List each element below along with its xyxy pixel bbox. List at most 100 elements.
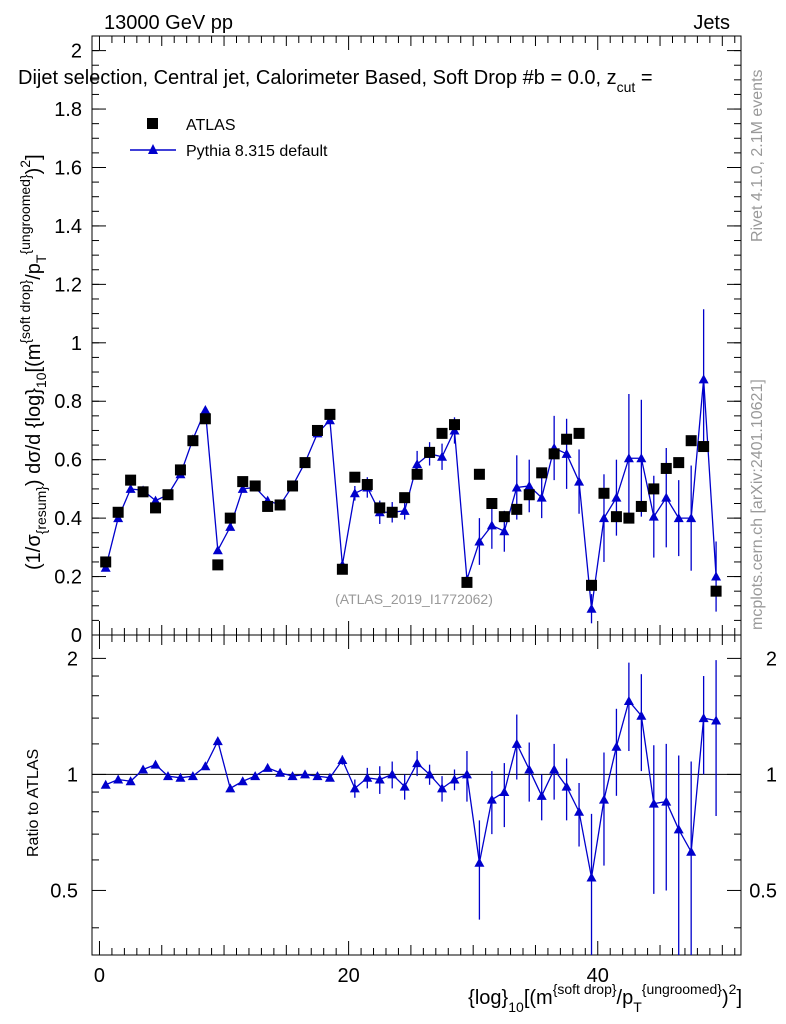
atlas-data-point — [150, 502, 162, 514]
atlas-data-point — [212, 559, 224, 571]
ratio-point — [262, 762, 273, 772]
ratio-point — [150, 759, 161, 769]
atlas-data-point — [436, 427, 448, 439]
mc-point — [561, 448, 572, 458]
atlas-data-point — [112, 506, 124, 518]
ratio-point — [561, 781, 572, 791]
ratio-point — [611, 741, 622, 751]
legend-data-marker — [147, 118, 158, 129]
ratio-point — [349, 783, 360, 793]
ratio-point — [387, 769, 398, 779]
x-tick-label: 20 — [337, 965, 359, 987]
mc-series-line — [105, 379, 717, 609]
plot-title: Dijet selection, Central jet, Calorimete… — [18, 67, 653, 95]
main-y-tick-label: 0.6 — [54, 450, 82, 472]
atlas-data-point — [523, 489, 535, 501]
main-y-tick-label: 0.4 — [54, 508, 82, 530]
mc-point — [225, 521, 236, 531]
atlas-data-point — [199, 413, 211, 425]
ratio-point — [711, 715, 722, 725]
ratio-point — [225, 783, 236, 793]
main-y-tick-label: 1.2 — [54, 274, 82, 296]
mc-point — [686, 513, 697, 523]
atlas-data-point — [249, 480, 261, 492]
atlas-data-point — [386, 506, 398, 518]
mc-point — [437, 451, 448, 461]
ratio-point — [175, 772, 186, 782]
atlas-data-point — [473, 468, 485, 480]
atlas-data-point — [573, 427, 585, 439]
legend-data-label: ATLAS — [186, 117, 236, 134]
atlas-data-point — [324, 408, 336, 420]
plot-title-main: Dijet selection, Central jet, Calorimete… — [18, 67, 617, 89]
atlas-data-point — [287, 480, 299, 492]
main-y-tick-label: 1 — [71, 333, 82, 355]
ratio-point — [300, 769, 311, 779]
atlas-data-point — [424, 446, 436, 458]
ratio-point — [511, 738, 522, 748]
mc-point — [150, 495, 161, 505]
atlas-data-point — [610, 511, 622, 523]
atlas-data-point — [374, 502, 386, 514]
mc-point — [524, 480, 535, 490]
atlas-data-point — [399, 492, 411, 504]
atlas-data-point — [548, 448, 560, 460]
atlas-data-point — [274, 499, 286, 511]
ratio-point — [250, 771, 261, 781]
x-axis-label: {log}10[(m{soft drop}/pT{ungroomed})2] — [468, 981, 742, 1015]
atlas-data-point — [536, 467, 548, 479]
ratio-point — [424, 769, 435, 779]
ratio-point — [324, 772, 335, 782]
ratio-point — [399, 781, 410, 791]
ratio-point — [648, 798, 659, 808]
mc-point — [486, 520, 497, 530]
x-tick-label: 40 — [587, 965, 609, 987]
main-y-tick-label: 1.4 — [54, 216, 82, 238]
plot-title-sub: cut — [617, 79, 636, 95]
ratio-point — [125, 776, 136, 786]
ratio-point — [698, 713, 709, 723]
atlas-data-point — [299, 457, 311, 469]
mc-point — [349, 488, 360, 498]
ratio-point — [212, 736, 223, 746]
ratio-point — [549, 764, 560, 774]
mc-point — [598, 513, 609, 523]
mc-point — [661, 492, 672, 502]
legend-mc-marker — [148, 144, 158, 154]
atlas-data-point — [586, 579, 598, 591]
ratio-point — [536, 790, 547, 800]
ratio-point — [499, 787, 510, 797]
legend: ATLAS Pythia 8.315 default — [130, 117, 328, 160]
ratio-point — [598, 794, 609, 804]
atlas-data-point — [311, 424, 323, 436]
mc-point — [125, 483, 136, 493]
atlas-data-point — [511, 503, 523, 515]
mc-point — [399, 505, 410, 515]
atlas-data-point — [262, 500, 274, 512]
mc-point — [648, 511, 659, 521]
atlas-data-point — [598, 487, 610, 499]
atlas-data-point — [137, 486, 149, 498]
mc-point — [574, 476, 585, 486]
mc-point — [698, 374, 709, 384]
main-y-tick-label: 0.2 — [54, 567, 82, 589]
atlas-data-point — [648, 483, 660, 495]
ratio-plot-frame — [91, 634, 742, 956]
ratio-point — [187, 771, 198, 781]
ratio-y-tick-label-right: 0.5 — [749, 880, 777, 902]
main-y-tick-label: 0 — [71, 625, 82, 647]
ratio-point — [636, 710, 647, 720]
rivet-label: Rivet 4.1.0, 2.1M events — [749, 69, 766, 242]
ratio-point — [437, 783, 448, 793]
ratio-point — [574, 806, 585, 816]
atlas-data-point — [100, 556, 112, 568]
atlas-data-point — [162, 489, 174, 501]
ratio-point — [661, 796, 672, 806]
atlas-data-point — [187, 435, 199, 447]
ratio-point — [374, 774, 385, 784]
ratio-y-axis-label: Ratio to ATLAS — [25, 749, 42, 857]
ratio-point — [474, 857, 485, 867]
mc-point — [412, 459, 423, 469]
atlas-data-point — [349, 471, 361, 483]
